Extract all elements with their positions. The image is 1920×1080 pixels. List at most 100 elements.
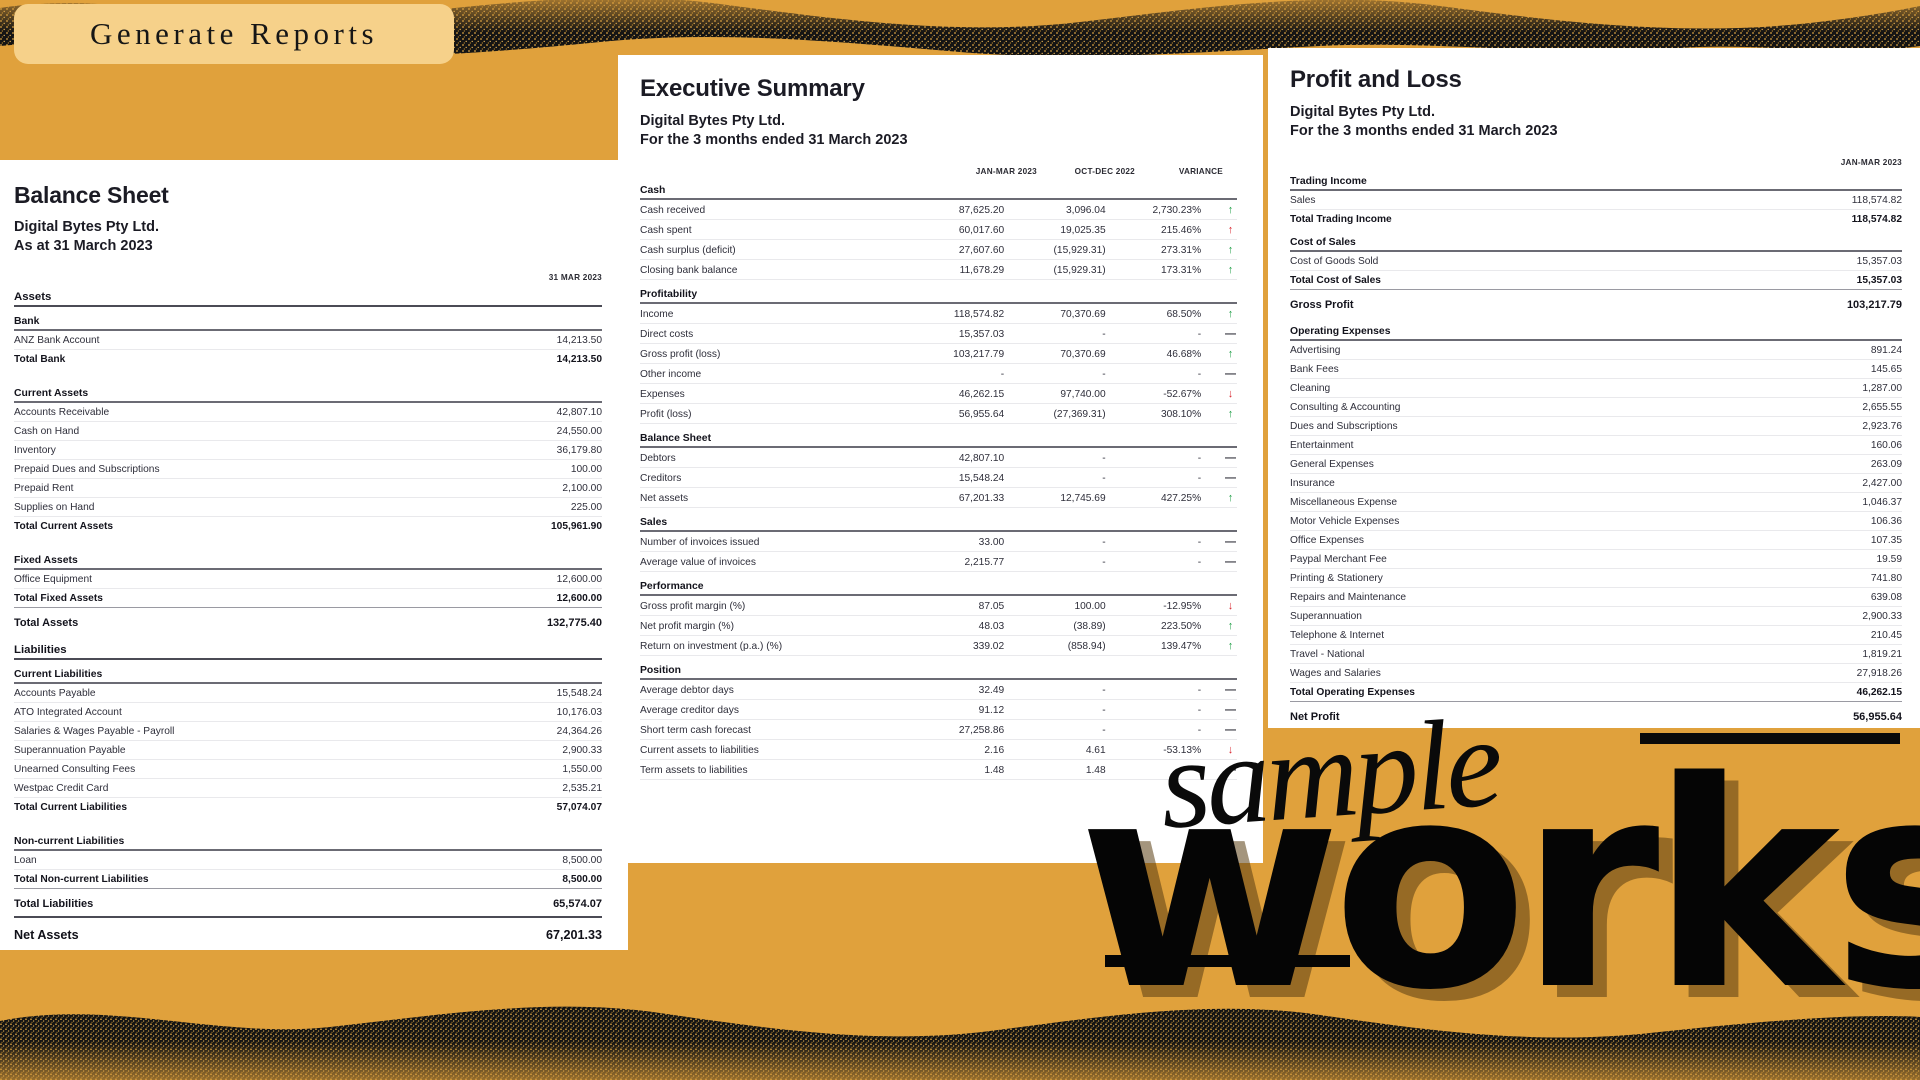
table-row: Total Cost of Sales 15,357.03: [1290, 271, 1902, 290]
row-trend-cell: —: [1201, 363, 1237, 385]
row-value: 10,176.03: [437, 702, 602, 723]
row-label: Average value of invoices: [640, 551, 903, 573]
row-value: 15,548.24: [437, 683, 602, 704]
row-value-col2: -: [1004, 679, 1106, 701]
table-row: Income 118,574.82 70,370.69 68.50% ↑: [640, 303, 1237, 325]
row-label: Net assets: [640, 487, 903, 509]
balance-sheet-card[interactable]: Balance Sheet Digital Bytes Pty Ltd. As …: [0, 160, 628, 950]
row-value-col3: [1105, 571, 1202, 597]
row-label: Term assets to liabilities: [640, 759, 903, 781]
profit-and-loss-card[interactable]: Profit and Loss Digital Bytes Pty Ltd. F…: [1268, 48, 1920, 728]
row-label: Creditors: [640, 467, 903, 489]
table-row: Direct costs 15,357.03- - —: [640, 323, 1237, 345]
executive-summary-card[interactable]: Executive Summary Digital Bytes Pty Ltd.…: [618, 55, 1263, 863]
table-row: Consulting & Accounting 2,655.55: [1290, 397, 1902, 418]
row-value: [437, 282, 602, 308]
row-value: 8,500.00: [562, 874, 602, 886]
table-row: Prepaid Dues and Subscriptions 100.00: [14, 459, 602, 480]
row-value: 132,775.40: [437, 607, 602, 636]
row-value-col2: -: [1004, 719, 1106, 741]
row-trend-cell: ↓: [1201, 383, 1237, 405]
row-trend-cell: [1201, 423, 1237, 449]
row-label: Total Fixed Assets: [14, 593, 103, 605]
table-row: Total Non-current Liabilities 8,500.00: [14, 870, 602, 889]
row-label: Total Non-current Liabilities: [14, 874, 149, 886]
row-label: Performance: [640, 571, 903, 597]
balance-sheet-col-date: 31 MAR 2023: [548, 273, 602, 283]
row-trend-cell: ↑: [1201, 199, 1237, 221]
row-value: 210.45: [1742, 625, 1902, 646]
row-trend-cell: ↑: [1201, 219, 1237, 241]
balance-sheet-column-headers: 31 MAR 2023: [14, 273, 602, 282]
row-value: [437, 635, 602, 661]
row-label: Return on investment (p.a.) (%): [640, 635, 903, 657]
table-row: Miscellaneous Expense 1,046.37: [1290, 492, 1902, 513]
table-row: Average creditor days 91.12- - —: [640, 699, 1237, 721]
spacer-row: [14, 535, 602, 546]
row-value: 2,900.33: [437, 740, 602, 761]
table-row: Gross Profit 103,217.79: [1290, 289, 1902, 318]
row-label: Operating Expenses: [1290, 317, 1743, 342]
table-row: Office Expenses 107.35: [1290, 530, 1902, 551]
row-value-col3: 2,730.23%: [1105, 199, 1202, 221]
table-row: Unearned Consulting Fees 1,550.00: [14, 759, 602, 780]
row-trend-cell: ↑: [1201, 259, 1237, 281]
table-row: Loan 8,500.00: [14, 850, 602, 871]
row-label: Sales: [1290, 190, 1743, 211]
trend-up-icon: ↑: [1227, 492, 1234, 505]
row-value-col3: -12.95%: [1105, 595, 1202, 617]
table-row: Sales 118,574.82: [1290, 190, 1902, 211]
trend-up-icon: ↑: [1227, 640, 1234, 653]
row-value-col1: 87.05: [902, 595, 1005, 617]
row-value-col3: 215.46%: [1105, 219, 1202, 241]
row-value: [437, 546, 602, 571]
row-trend-cell: [1201, 571, 1237, 597]
row-value-col3: [1105, 507, 1202, 533]
row-value: 891.24: [1742, 340, 1902, 361]
row-value: 106.36: [1742, 511, 1902, 532]
table-row: Number of invoices issued 33.00- - —: [640, 531, 1237, 553]
row-value: 57,074.07: [556, 802, 602, 814]
executive-summary-column-headers: JAN-MAR 2023 OCT-DEC 2022 VARIANCE: [640, 167, 1237, 176]
section-header-row: Current Assets: [14, 379, 602, 404]
row-value: 1,550.00: [437, 759, 602, 780]
row-label: Paypal Merchant Fee: [1290, 549, 1743, 570]
row-value-col2: 1.48: [1004, 759, 1106, 781]
slide-title-pill: Generate Reports: [14, 4, 454, 64]
row-trend-cell: —: [1201, 759, 1237, 781]
table-row: Gross profit margin (%) 87.05 100.00 -12.95…: [640, 595, 1237, 617]
row-value-col2: -: [1004, 363, 1106, 385]
balance-sheet-period: As at 31 March 2023: [14, 237, 153, 254]
row-label: Total Current Liabilities: [14, 802, 128, 814]
page-title: Generate Reports: [89, 16, 379, 51]
row-value: 12,600.00: [556, 593, 602, 605]
trend-flat-icon: —: [1225, 472, 1236, 485]
row-value-col3: 427.25%: [1105, 487, 1202, 509]
table-row: Advertising 891.24: [1290, 340, 1902, 361]
row-value-col3: 273.31%: [1105, 239, 1202, 261]
profit-and-loss-title: Profit and Loss: [1290, 66, 1462, 93]
row-value-col1: -: [902, 363, 1005, 385]
trend-down-icon: ↓: [1227, 388, 1234, 401]
row-value-col2: (38.89): [1004, 615, 1106, 637]
trend-up-icon: ↑: [1227, 348, 1234, 361]
row-label: Profitability: [640, 279, 903, 305]
table-row: Current assets to liabilities 2.16 4.61 -53…: [640, 739, 1237, 761]
table-row: Net profit margin (%) 48.03 (38.89) 223.50%…: [640, 615, 1237, 637]
exec-col-jan-mar: JAN-MAR 2023: [975, 167, 1037, 177]
row-label: ATO Integrated Account: [14, 702, 438, 723]
row-value: 2,427.00: [1742, 473, 1902, 494]
section-header-row: Position: [640, 655, 1237, 681]
table-row: Supplies on Hand 225.00: [14, 497, 602, 518]
row-value: 67,201.33: [437, 916, 602, 950]
table-row: Wages and Salaries 27,918.26: [1290, 663, 1902, 684]
row-label: Total Assets: [14, 607, 438, 636]
table-row: Paypal Merchant Fee 19.59: [1290, 549, 1902, 570]
row-trend-cell: —: [1201, 531, 1237, 553]
row-label: Westpac Credit Card: [14, 778, 438, 799]
row-value: 15,357.03: [1742, 251, 1902, 272]
profit-and-loss-period: For the 3 months ended 31 March 2023: [1290, 122, 1558, 139]
table-row: Insurance 2,427.00: [1290, 473, 1902, 494]
row-label: Cash received: [640, 199, 903, 221]
table-row: Cleaning 1,287.00: [1290, 378, 1902, 399]
